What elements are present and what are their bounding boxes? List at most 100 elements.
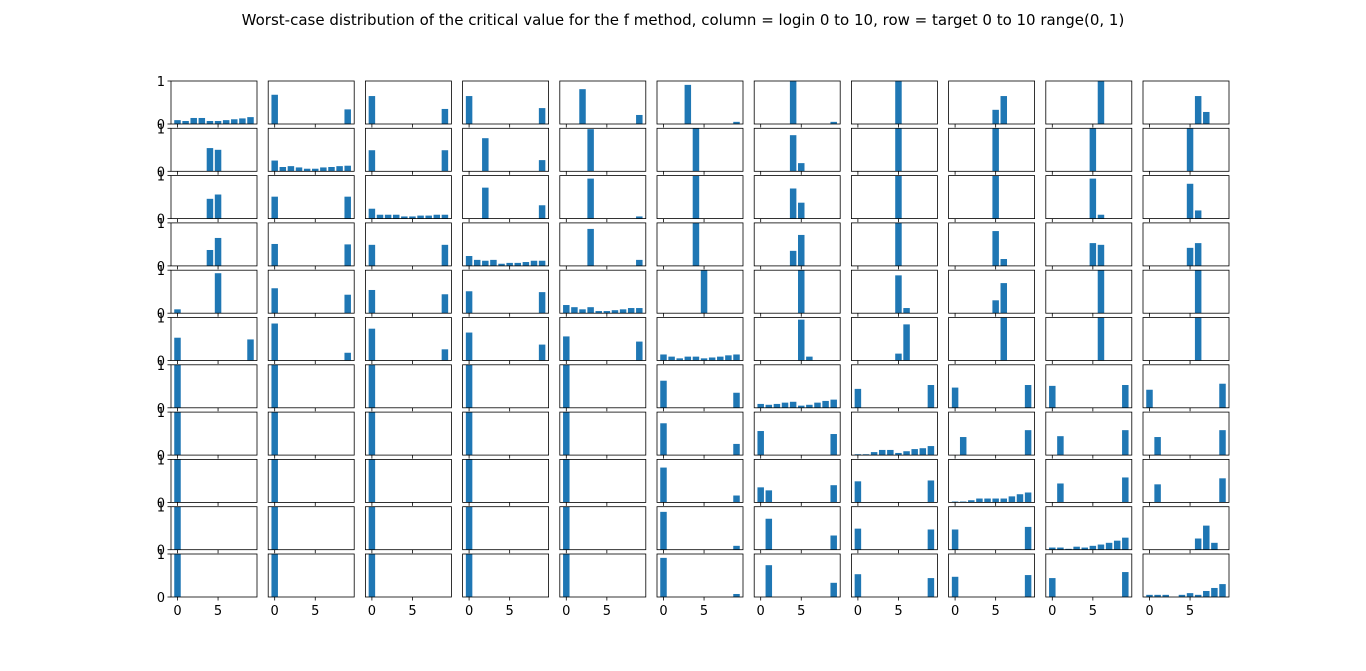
panel-r3-c10: [1142, 222, 1230, 270]
bar-r7-c5-x9: [733, 443, 740, 456]
bar-r4-c4-x0: [563, 305, 570, 314]
bar-r9-c0-x0: [174, 506, 181, 550]
panel-r7-c5: [656, 411, 744, 459]
x-tick-label: 0: [951, 604, 959, 619]
panel-r9-c1: [267, 506, 355, 554]
bar-r8-c6-x9: [830, 485, 837, 503]
bar-r8-c0-x0: [174, 459, 181, 503]
bar-r7-c0-x0: [174, 412, 181, 456]
panel-frame: [753, 506, 841, 551]
panel-frame: [170, 317, 258, 361]
bar-r5-c7-x5: [895, 353, 902, 361]
panel-frame: [170, 364, 258, 409]
bar-r8-c3-x0: [465, 459, 473, 503]
bar-r7-c7-x9: [927, 446, 935, 456]
bar-r10-c3-x0: [465, 554, 473, 597]
panel-r6-c9: [1045, 364, 1133, 412]
bar-r9-c9-x5: [1089, 545, 1097, 550]
bar-r0-c0-x1: [182, 120, 189, 124]
panel-r0-c5: [656, 80, 744, 128]
panel-frame: [170, 553, 258, 598]
bar-r7-c9-x1: [1057, 436, 1064, 456]
panel-r4-c10: [1142, 269, 1230, 317]
panel-frame: [948, 553, 1035, 598]
panel-r4-c5: [656, 269, 744, 317]
bar-r4-c5-x5: [700, 270, 708, 314]
bar-r1-c6-x5: [798, 163, 805, 172]
panel-frame: [364, 80, 452, 125]
bar-r2-c1-x0: [271, 196, 278, 219]
panel-frame: [170, 411, 258, 456]
panel-frame: [559, 364, 647, 409]
panel-frame: [656, 553, 744, 598]
panel-r9-c10: [1142, 506, 1230, 554]
bar-r1-c3-x2: [482, 138, 489, 172]
bar-r5-c6-x6: [806, 356, 813, 361]
bar-r3-c3-x1: [473, 259, 481, 266]
bar-r1-c2-x0: [368, 150, 376, 172]
bar-r0-c1-x0: [271, 94, 278, 124]
bar-r0-c6-x4: [789, 81, 797, 124]
panel-r5-c4: [559, 317, 647, 364]
bar-r3-c0-x5: [214, 237, 222, 266]
panel-r2-c1: [267, 175, 355, 223]
panel-frame: [364, 553, 452, 598]
panel-frame: [948, 127, 1035, 172]
bar-r0-c10-x6: [1194, 96, 1202, 124]
bar-r4-c4-x7: [619, 309, 627, 314]
bar-r1-c10-x5: [1186, 128, 1194, 172]
bar-r9-c9-x3: [1073, 546, 1080, 550]
panel-frame: [267, 269, 355, 314]
bar-r2-c8-x5: [992, 175, 999, 219]
panel-frame: [267, 506, 355, 551]
panel-r0-c3: [462, 80, 550, 128]
bar-r10-c2-x0: [368, 554, 376, 597]
bar-r1-c4-x3: [587, 129, 594, 172]
y-tick-label: 0: [157, 355, 165, 370]
bar-r3-c10-x5: [1186, 247, 1194, 266]
bar-r4-c8-x6: [1000, 283, 1008, 314]
bar-r1-c7-x5: [895, 128, 902, 172]
bar-r10-c5-x9: [733, 593, 740, 597]
panel-frame: [267, 458, 355, 503]
panel-frame: [267, 175, 355, 220]
bar-r10-c10-x8: [1211, 587, 1218, 597]
bar-r2-c2-x3: [392, 214, 400, 219]
panel-frame: [948, 364, 1035, 409]
bar-r1-c8-x5: [992, 128, 999, 172]
panel-frame: [364, 317, 452, 361]
bar-r10-c0-x0: [174, 554, 181, 597]
panel-r2-c4: [559, 175, 647, 223]
bar-r4-c8-x5: [992, 300, 999, 314]
panel-frame: [170, 506, 258, 551]
bar-r2-c4-x3: [587, 178, 594, 219]
y-tick-label: 1: [157, 264, 165, 279]
bar-r10-c1-x0: [271, 554, 278, 597]
x-tick-label: 5: [603, 604, 611, 619]
panel-r2-c5: [656, 175, 744, 223]
panel-frame: [1045, 269, 1133, 314]
panel-r9-c7: [851, 506, 938, 554]
bar-r3-c3-x4: [498, 263, 505, 266]
bar-r5-c1-x9: [344, 352, 351, 361]
x-tick-label: 0: [173, 604, 181, 619]
panel-frame: [851, 80, 938, 125]
bar-r2-c9-x6: [1097, 214, 1105, 219]
panel-r7-c2: [364, 411, 452, 459]
panel-r1-c7: [851, 127, 938, 175]
panel-r7-c4: [559, 411, 647, 459]
bar-r3-c3-x6: [514, 262, 522, 266]
bar-r0-c6-x9: [830, 121, 837, 124]
bar-r2-c2-x0: [368, 208, 376, 219]
panel-frame: [267, 553, 355, 598]
panel-r3-c5: [656, 222, 744, 270]
bar-r9-c9-x0: [1049, 547, 1056, 550]
bar-r0-c1-x9: [344, 109, 351, 124]
bar-r7-c7-x2: [870, 452, 878, 456]
bar-r5-c2-x9: [441, 349, 449, 361]
x-tick-label: 5: [1186, 604, 1194, 619]
bar-r7-c10-x9: [1219, 430, 1226, 456]
panel-frame: [267, 364, 355, 409]
panel-frame: [656, 269, 744, 314]
